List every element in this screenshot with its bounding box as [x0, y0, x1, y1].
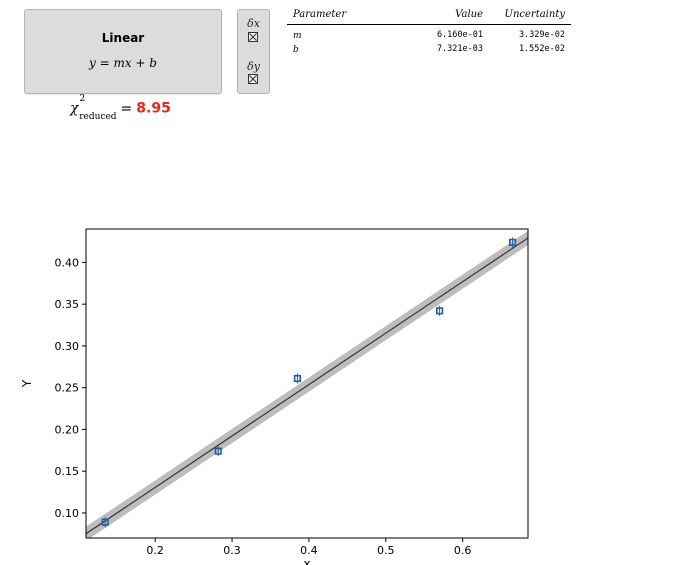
error-toggle-panel: δx δy	[237, 9, 270, 94]
data-point	[293, 374, 301, 383]
header-parameter: Parameter	[293, 9, 347, 20]
y-tick-label: 0.30	[55, 340, 80, 353]
parameter-table: Parameter Value Uncertainty m 6.160e-01 …	[287, 6, 571, 55]
x-tick-label: 0.4	[300, 544, 318, 557]
param-name: b	[293, 45, 299, 55]
y-error-label: δy	[247, 60, 260, 73]
x-error-checkbox[interactable]	[248, 32, 258, 42]
y-axis-label: Y	[20, 379, 34, 388]
x-tick-label: 0.5	[377, 544, 395, 557]
param-value: 6.160e-01	[436, 30, 483, 40]
x-tick-label: 0.6	[454, 544, 472, 557]
model-name: Linear	[101, 31, 145, 45]
data-point	[435, 307, 444, 315]
param-uncertainty: 1.552e-02	[518, 44, 565, 54]
param-uncertainty: 3.329e-02	[518, 30, 565, 40]
table-row: m 6.160e-01 3.329e-02	[287, 27, 571, 41]
x-tick-label: 0.3	[223, 544, 241, 557]
param-value: 7.321e-03	[436, 44, 483, 54]
model-card[interactable]: Linear y = mx + b	[24, 9, 222, 94]
chi-equals: =	[120, 100, 133, 117]
y-tick-label: 0.15	[55, 465, 80, 478]
y-error-checkbox[interactable]	[248, 74, 258, 84]
data-point	[101, 518, 109, 526]
data-point	[214, 447, 222, 455]
chi-value: 8.95	[136, 100, 171, 117]
header-uncertainty: Uncertainty	[504, 9, 565, 20]
x-error-label: δx	[247, 17, 260, 30]
x-tick-label: 0.2	[146, 544, 164, 557]
plot-frame	[85, 228, 529, 539]
y-tick-label: 0.35	[55, 298, 80, 311]
y-tick-label: 0.20	[55, 423, 80, 436]
confidence-band	[86, 230, 528, 538]
model-equation: y = mx + b	[89, 56, 157, 70]
table-row: b 7.321e-03 1.552e-02	[287, 41, 571, 55]
fit-line	[86, 237, 528, 535]
param-name: m	[293, 31, 302, 41]
reduced-chi-square: χ2 reduced= 8.95	[70, 94, 171, 123]
chi-subscript: reduced	[79, 112, 117, 123]
chi-superscript: 2	[79, 94, 86, 104]
header-value: Value	[455, 9, 483, 20]
y-tick-label: 0.25	[55, 382, 80, 395]
x-axis-label: x	[303, 557, 310, 565]
y-tick-label: 0.40	[55, 256, 80, 269]
y-tick-label: 0.10	[55, 507, 80, 520]
chi-symbol: χ	[70, 100, 79, 117]
parameter-table-header: Parameter Value Uncertainty	[287, 6, 571, 25]
data-point	[509, 238, 517, 246]
